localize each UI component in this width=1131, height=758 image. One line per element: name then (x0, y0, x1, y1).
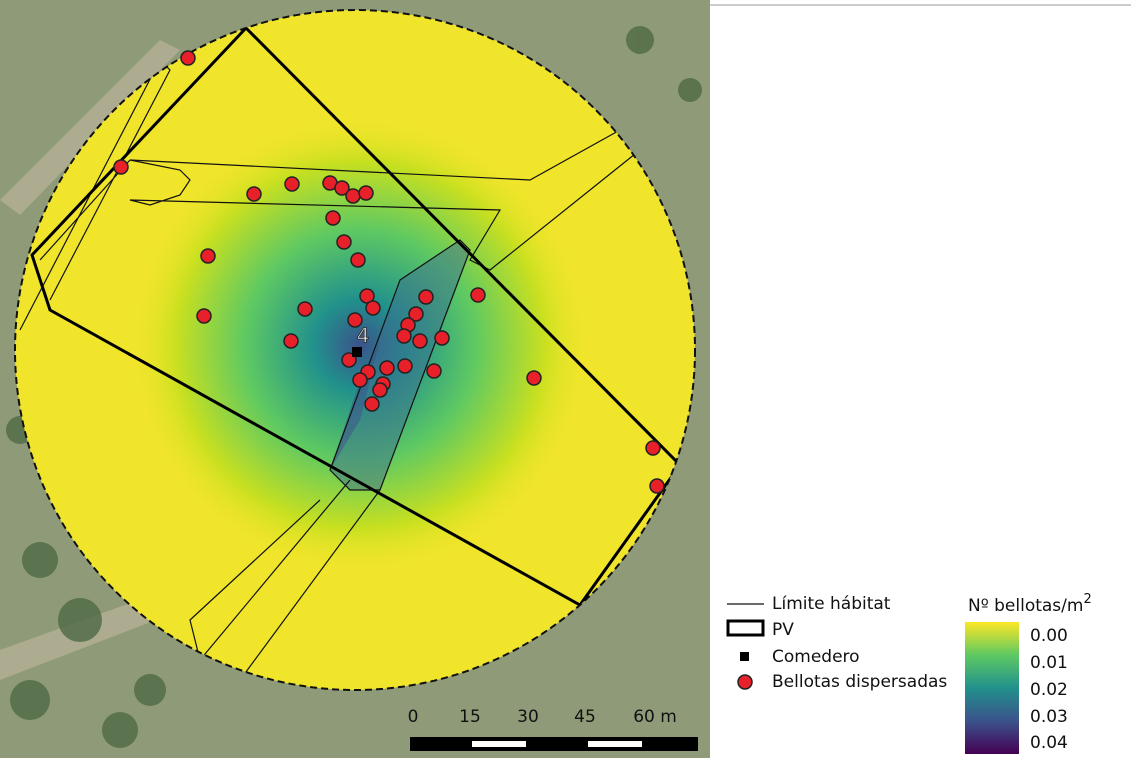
colorbar (965, 622, 1019, 754)
scale-label: 15 (459, 707, 481, 727)
colorbar-tick: 0.00 (1030, 626, 1068, 646)
colorbar-tick: 0.03 (1030, 707, 1068, 727)
scale-label: 30 (517, 707, 539, 727)
page: 4 0 15 30 45 60 m Límite hábitat PV Come… (0, 0, 1131, 758)
colorbar-title: Nº bellotas/m2 (968, 592, 1092, 617)
colorbar-tick: 0.02 (1030, 680, 1068, 700)
legend-label: PV (772, 620, 794, 640)
site-label: 4 (357, 324, 370, 348)
legend-label: Comedero (772, 647, 860, 667)
map-figure: 4 0 15 30 45 60 m Límite hábitat PV Come… (0, 0, 1131, 758)
feeder (352, 347, 362, 357)
legend: Límite hábitat PV Comedero Bellotas disp… (727, 592, 1092, 755)
legend-label: Límite hábitat (772, 594, 891, 614)
scale-label: 45 (574, 707, 596, 727)
colorbar-tick: 0.04 (1030, 733, 1068, 753)
legend-label: Bellotas dispersadas (772, 672, 947, 692)
colorbar-tick: 0.01 (1030, 653, 1068, 673)
scale-label: 60 m (633, 707, 677, 727)
scale-label: 0 (408, 707, 419, 727)
